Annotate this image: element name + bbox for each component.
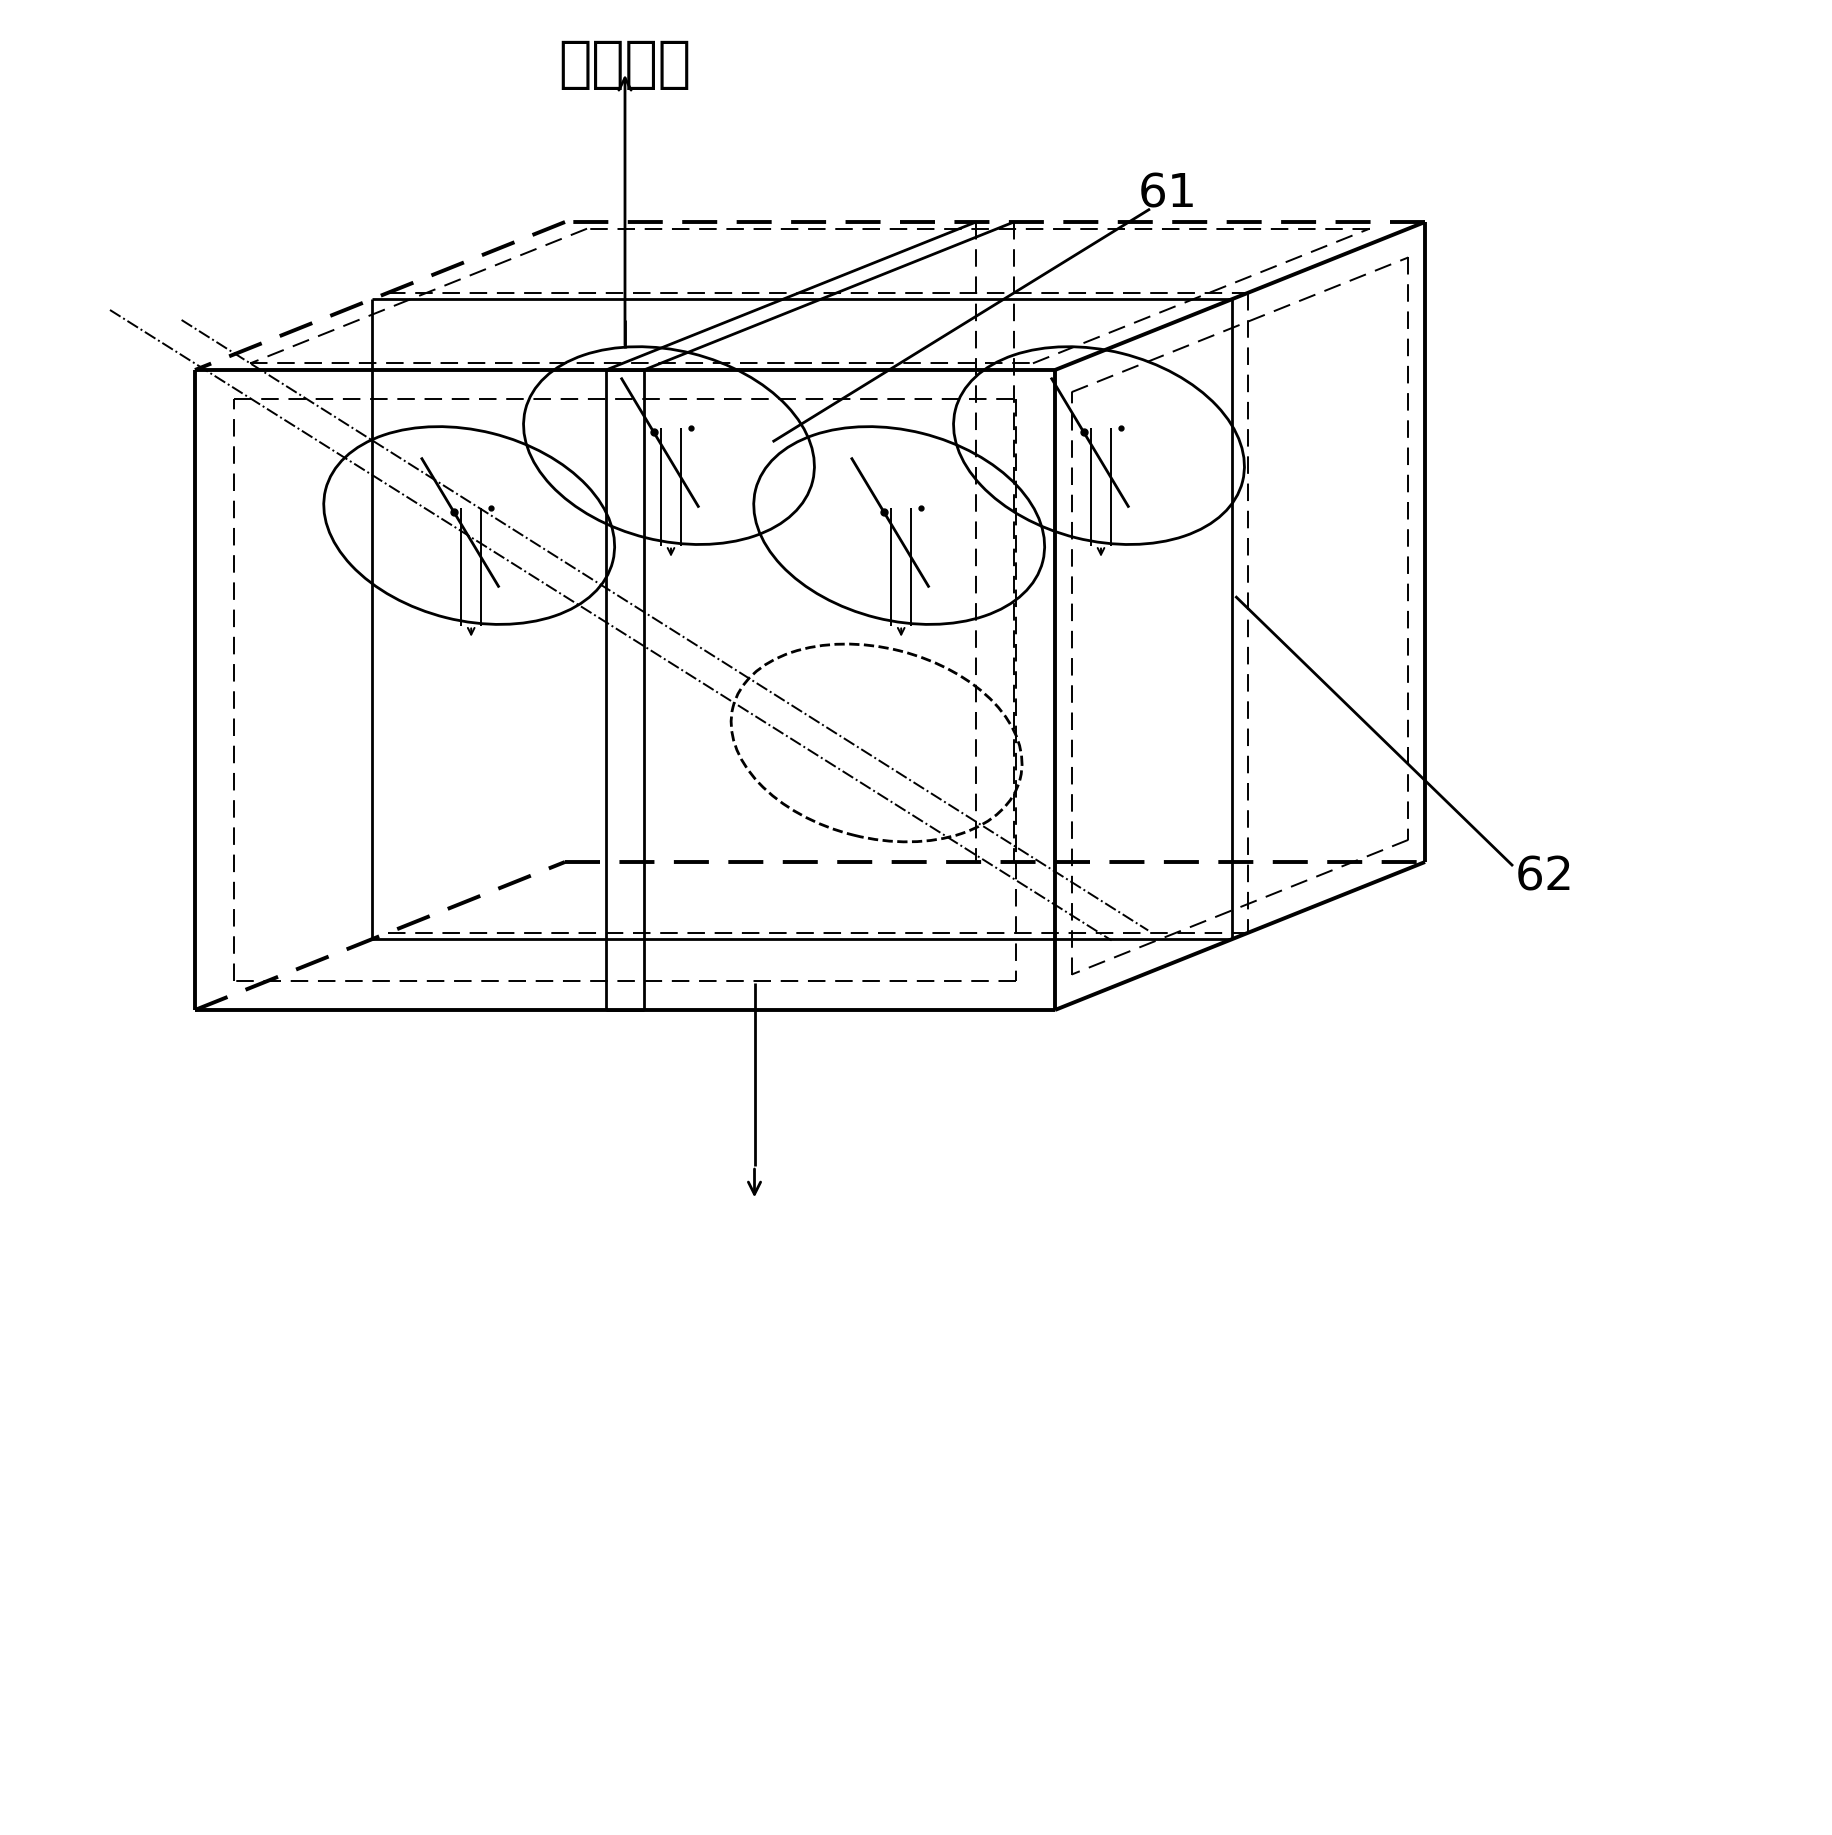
Text: 61: 61 — [1138, 172, 1198, 218]
Text: 加载方向: 加载方向 — [559, 39, 691, 92]
Text: 62: 62 — [1515, 855, 1576, 901]
